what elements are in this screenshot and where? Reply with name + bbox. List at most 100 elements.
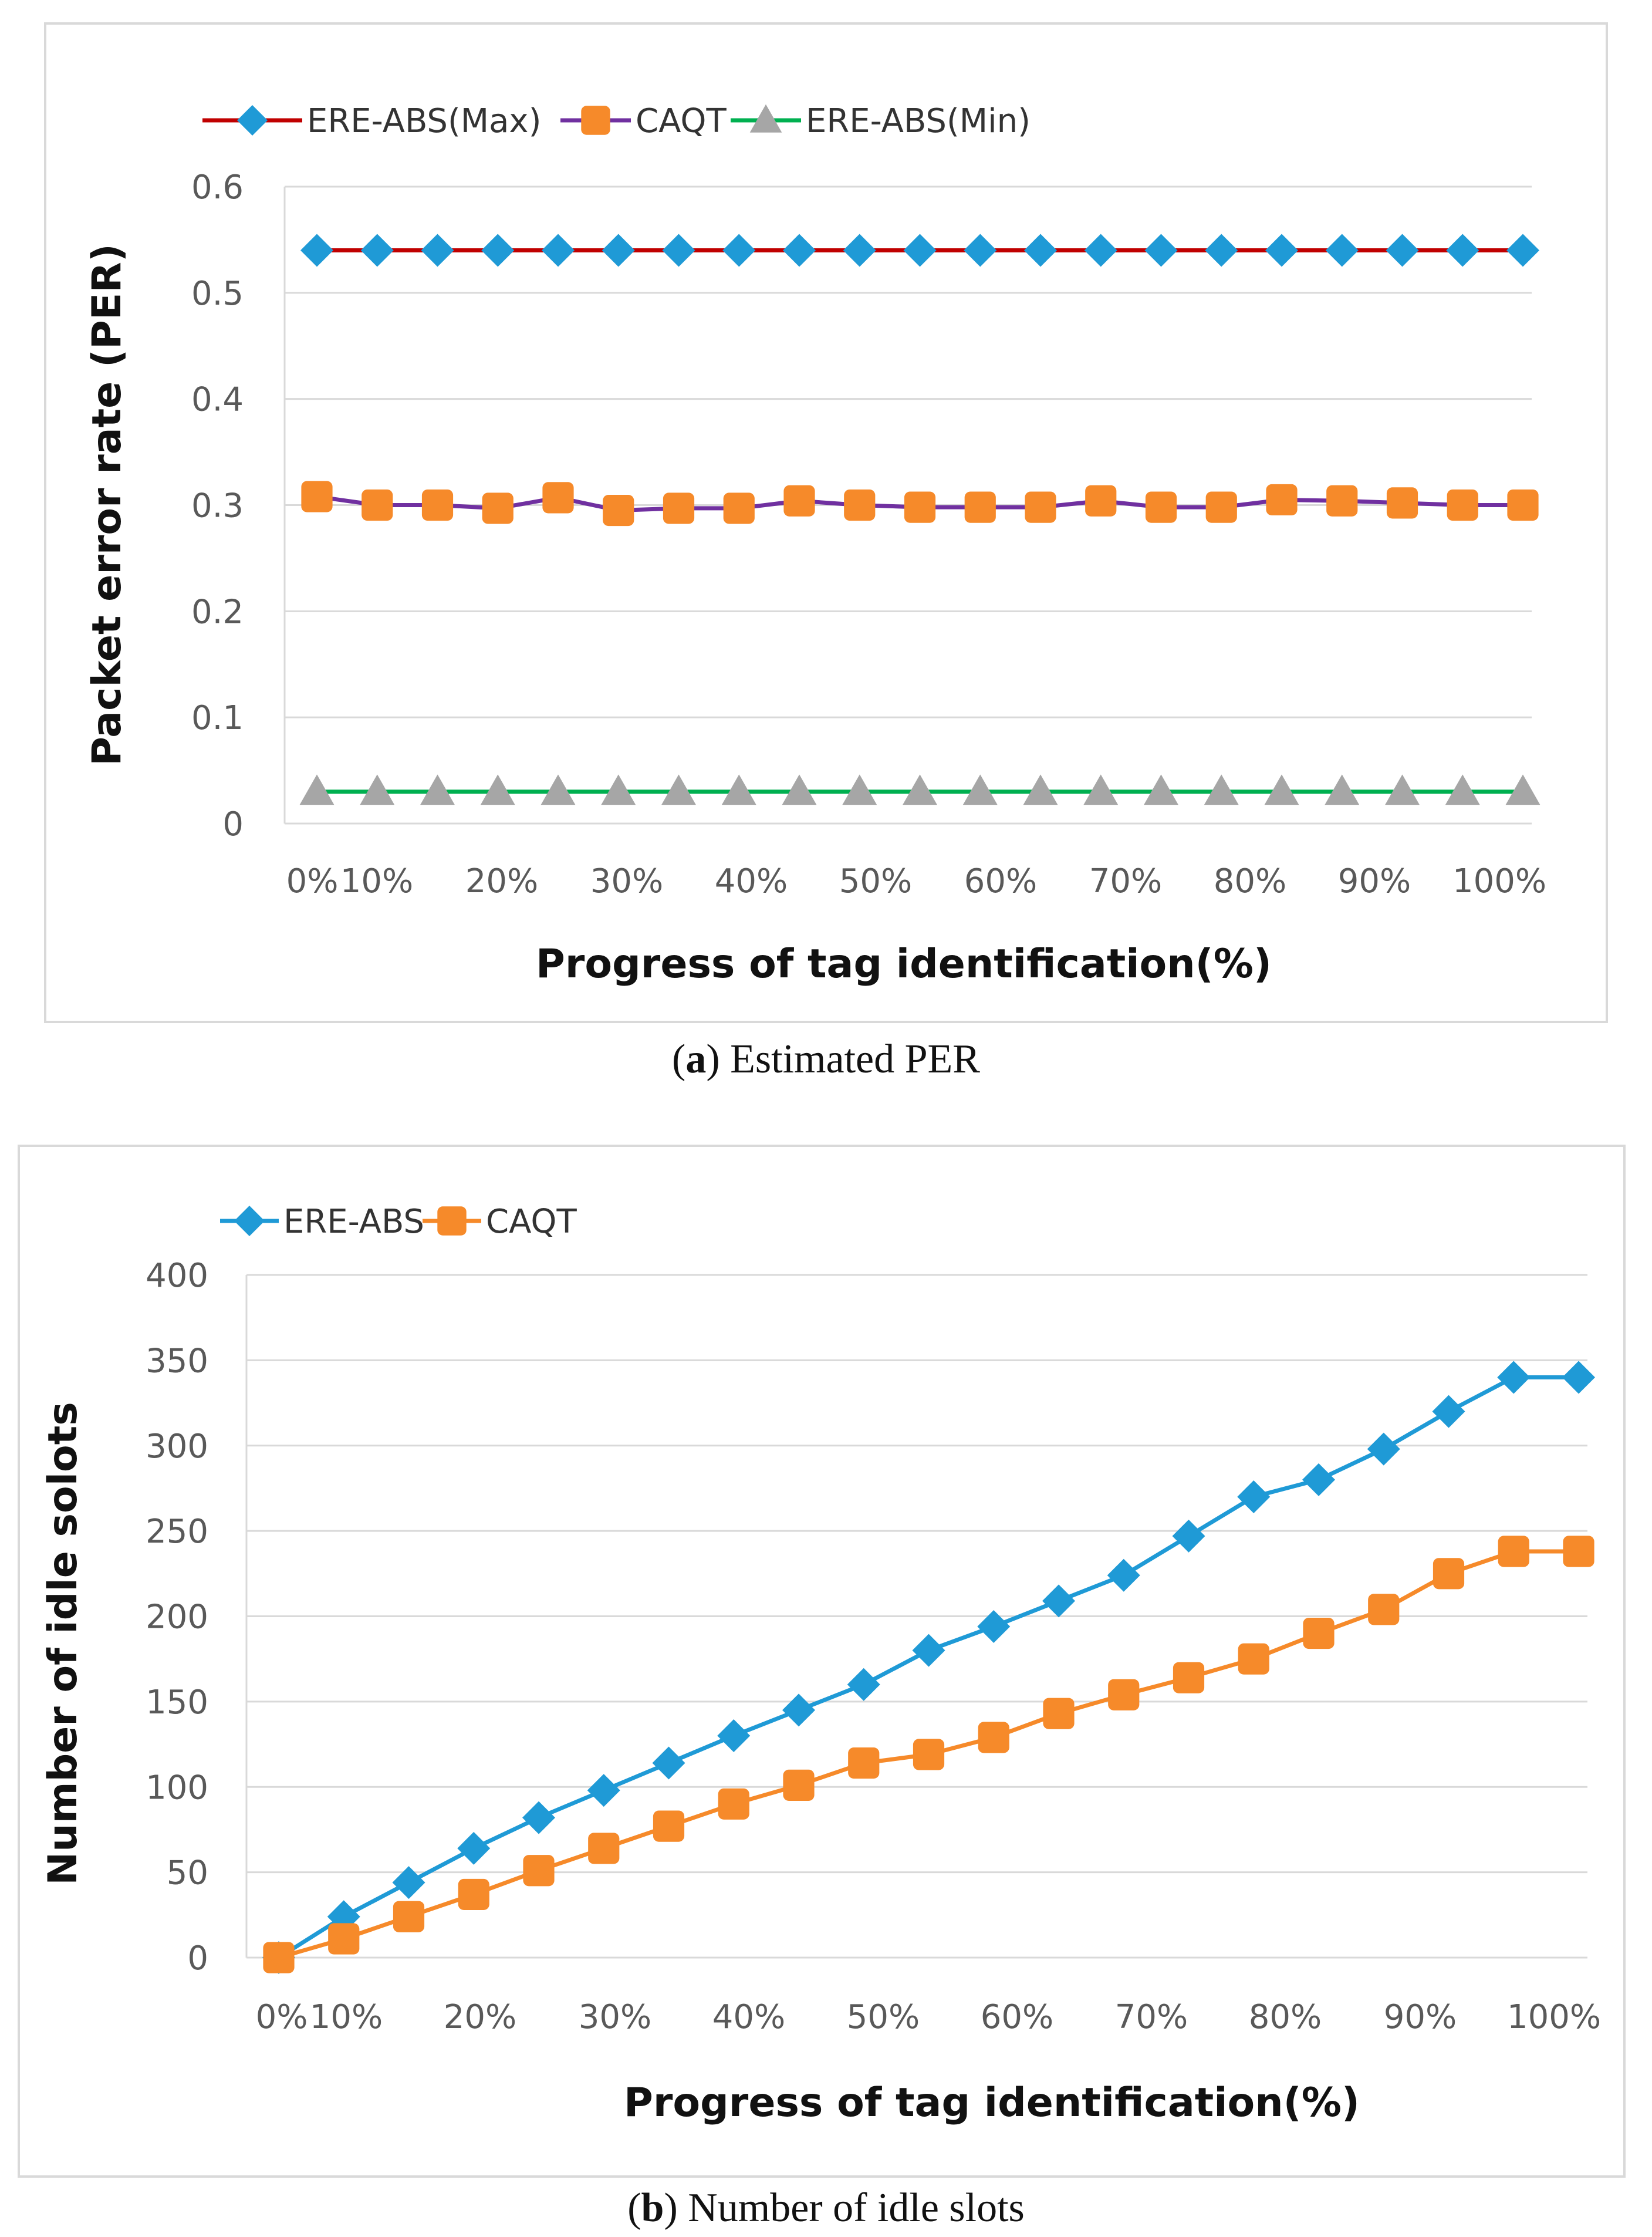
data-point bbox=[1024, 234, 1057, 267]
data-point bbox=[652, 1746, 685, 1780]
legend-marker bbox=[581, 106, 610, 135]
data-point bbox=[1205, 234, 1238, 267]
series-ere-abs-min- bbox=[299, 774, 1540, 805]
data-point bbox=[1042, 1584, 1075, 1618]
x-tick-label: 10% bbox=[310, 1998, 383, 2036]
y-tick-label: 250 bbox=[146, 1513, 208, 1551]
data-point bbox=[1144, 234, 1178, 267]
data-point bbox=[1562, 1361, 1595, 1394]
data-point bbox=[360, 234, 394, 267]
chart-a: 0 0.1 0.2 0.3 0.4 0.5 0.6 0% 10% 20% 30% 40% 50% 60% 7… bbox=[84, 102, 1546, 987]
legend-marker bbox=[234, 1206, 265, 1236]
data-point bbox=[481, 234, 515, 267]
y-tick-label: 0 bbox=[222, 805, 244, 843]
data-point bbox=[601, 774, 636, 805]
data-point bbox=[903, 774, 937, 805]
data-point bbox=[653, 1810, 685, 1842]
data-point bbox=[328, 1923, 360, 1955]
data-point bbox=[1205, 491, 1237, 523]
x-tick-label: 40% bbox=[712, 1998, 785, 2036]
data-point bbox=[588, 1833, 620, 1864]
data-point bbox=[847, 1668, 880, 1701]
x-tick-label: 50% bbox=[839, 862, 912, 900]
data-point bbox=[1445, 774, 1480, 805]
data-point bbox=[1025, 491, 1056, 523]
data-point bbox=[1367, 1432, 1400, 1466]
y-tick-label: 0.1 bbox=[191, 699, 244, 737]
y-tick-label: 400 bbox=[146, 1257, 208, 1295]
chart-a-caption-text: Estimated PER bbox=[730, 1037, 980, 1082]
data-point bbox=[301, 481, 333, 512]
data-point bbox=[480, 774, 515, 805]
x-tick-label: 80% bbox=[1249, 1998, 1322, 2036]
data-point bbox=[1238, 1643, 1269, 1675]
legend-marker bbox=[437, 1206, 467, 1236]
x-tick-label: 60% bbox=[981, 1998, 1053, 2036]
y-tick-label: 0.4 bbox=[191, 381, 244, 419]
data-point bbox=[903, 234, 937, 267]
y-axis-title: Number of idle solots bbox=[40, 1402, 86, 1885]
x-tick-label: 70% bbox=[1089, 862, 1162, 900]
x-tick-label: 20% bbox=[444, 1998, 516, 2036]
y-tick-label: 200 bbox=[146, 1598, 208, 1637]
data-point bbox=[1303, 1617, 1335, 1649]
chart-b-caption: (b) Number of idle slots bbox=[627, 2185, 1025, 2231]
data-point bbox=[392, 1866, 425, 1899]
data-point bbox=[844, 489, 876, 521]
x-tick-label: 100% bbox=[1507, 1998, 1601, 2036]
data-point bbox=[783, 485, 815, 517]
x-tick-label: 50% bbox=[847, 1998, 920, 2036]
data-point bbox=[1386, 234, 1419, 267]
y-tick-label: 100 bbox=[146, 1769, 208, 1807]
y-tick-label: 150 bbox=[146, 1683, 208, 1722]
data-point bbox=[1385, 774, 1420, 805]
data-point bbox=[964, 234, 997, 267]
chart-a-caption: (a) Estimated PER bbox=[672, 1037, 980, 1082]
data-point bbox=[904, 491, 936, 523]
data-point bbox=[458, 1878, 489, 1911]
data-point bbox=[1265, 234, 1298, 267]
data-point bbox=[1325, 774, 1360, 805]
x-tick-label: 0% bbox=[256, 1998, 308, 2036]
data-point bbox=[1237, 1480, 1271, 1513]
data-point bbox=[717, 1719, 751, 1753]
data-point bbox=[718, 1788, 749, 1820]
legend-item: ERE-ABS(Max) bbox=[202, 102, 541, 140]
data-point bbox=[482, 492, 513, 524]
series-caqt bbox=[263, 1536, 1594, 1973]
legend-label: ERE-ABS(Max) bbox=[307, 102, 541, 140]
data-point bbox=[393, 1901, 425, 1932]
data-point bbox=[421, 234, 454, 267]
data-point bbox=[962, 774, 998, 805]
x-tick-label: 10% bbox=[340, 862, 413, 900]
y-tick-label: 300 bbox=[146, 1428, 208, 1466]
data-point bbox=[1302, 1463, 1335, 1496]
x-tick-label: 80% bbox=[1214, 862, 1286, 900]
x-tick-label: 30% bbox=[579, 1998, 651, 2036]
data-point bbox=[782, 774, 817, 805]
data-point bbox=[1204, 774, 1239, 805]
data-point bbox=[1507, 489, 1539, 521]
data-point bbox=[1266, 484, 1298, 516]
data-point bbox=[540, 774, 576, 805]
chart-a-caption-letter: a bbox=[685, 1037, 707, 1082]
data-point bbox=[782, 1693, 815, 1727]
legend-marker bbox=[237, 105, 268, 136]
data-point bbox=[977, 1610, 1011, 1643]
x-tick-label: 90% bbox=[1384, 1998, 1457, 2036]
x-axis-title: Progress of tag identification(%) bbox=[536, 941, 1272, 987]
data-point bbox=[1145, 491, 1177, 523]
legend-label: CAQT bbox=[486, 1203, 577, 1241]
y-axis-title: Packet error rate (PER) bbox=[84, 244, 130, 766]
data-point bbox=[1326, 485, 1358, 517]
data-point bbox=[1498, 1536, 1529, 1567]
chart-b-caption-letter: b bbox=[641, 2185, 664, 2231]
legend-item: CAQT bbox=[560, 102, 727, 140]
x-tick-label: 90% bbox=[1338, 862, 1411, 900]
data-point bbox=[421, 489, 454, 521]
data-point bbox=[842, 774, 877, 805]
x-tick-label: 100% bbox=[1452, 862, 1546, 900]
y-tick-label: 0.5 bbox=[191, 275, 244, 313]
data-point bbox=[587, 1774, 620, 1807]
